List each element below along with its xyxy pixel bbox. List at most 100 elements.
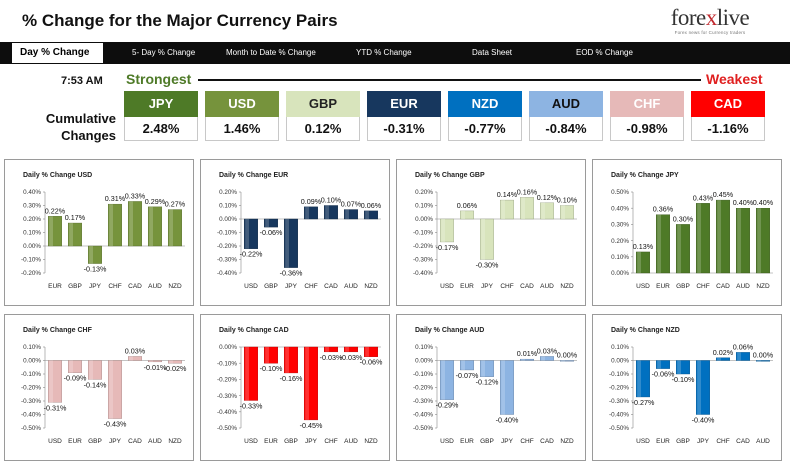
bar-highlight xyxy=(325,347,330,352)
x-category-label: NZD xyxy=(168,438,182,445)
y-tick-label: -0.40% xyxy=(21,412,41,419)
logo-x: x xyxy=(705,5,718,30)
chart-usd: Daily % Change USD 0.40% 0.30% 0.20% 0.10% 0.… xyxy=(21,172,186,290)
y-tick-label: -0.10% xyxy=(21,257,41,264)
bar-highlight xyxy=(285,347,290,373)
bar-highlight xyxy=(285,219,290,268)
chart-aud: Daily % Change AUD 0.10% 0.00% -0.10% -0.20%… xyxy=(413,327,578,445)
y-tick-label: -0.30% xyxy=(217,393,237,400)
strongest-label: Strongest xyxy=(126,71,192,87)
data-label: 0.02% xyxy=(713,348,734,357)
bar-eur xyxy=(656,360,671,369)
data-label: -0.22% xyxy=(240,250,263,259)
x-category-label: JPY xyxy=(697,438,710,445)
data-label: 0.00% xyxy=(557,351,578,360)
y-tick-label: -0.10% xyxy=(609,371,629,378)
x-category-label: GBP xyxy=(264,283,278,290)
bar-highlight xyxy=(737,352,742,361)
bar-highlight xyxy=(129,201,134,246)
data-label: 0.06% xyxy=(361,201,382,210)
y-tick-label: 0.20% xyxy=(23,216,41,223)
data-label: 0.03% xyxy=(125,346,146,355)
tab-month-to-date-change[interactable]: Month to Date % Change xyxy=(226,48,316,57)
chart-title: Daily % Change CHF xyxy=(23,327,93,334)
y-tick-label: -0.20% xyxy=(217,377,237,384)
bar-highlight xyxy=(69,360,74,373)
data-label: -0.06% xyxy=(260,228,283,237)
y-tick-label: -0.30% xyxy=(21,398,41,405)
tab-data-sheet[interactable]: Data Sheet xyxy=(472,48,513,57)
chart-gbp: Daily % Change GBP0.20%0.10%0.00%-0.10%-… xyxy=(413,172,578,290)
bar-aud xyxy=(147,360,162,363)
data-label: -0.40% xyxy=(496,416,519,425)
chart-panel-jpy: Daily % Change JPY 0.50% 0.40% 0.30% 0.20% 0.… xyxy=(592,159,782,306)
y-tick-label: 0.00% xyxy=(219,216,237,223)
y-tick-label: 0.10% xyxy=(23,344,41,351)
x-category-label: JPY xyxy=(481,283,494,290)
y-tick-label: 0.00% xyxy=(23,243,41,250)
x-category-label: GBP xyxy=(676,283,690,290)
data-label: -0.03% xyxy=(340,353,363,362)
data-label: 0.43% xyxy=(693,193,714,202)
bar-highlight xyxy=(677,224,682,273)
tab-5-day-change[interactable]: 5- Day % Change xyxy=(132,48,196,57)
bar-highlight xyxy=(149,360,154,362)
chart-eur: Daily % Change EUR 0.20% 0.10% 0.00% -0.10% -… xyxy=(217,172,382,290)
timestamp: 7:53 AM xyxy=(61,75,103,87)
data-label: 0.17% xyxy=(65,213,86,222)
data-label: -0.03% xyxy=(320,353,343,362)
cumulative-cell-nzd: NZD -0.77% xyxy=(448,91,522,141)
chart-title: Daily % Change GBP xyxy=(415,172,485,179)
x-category-label: GBP xyxy=(284,438,298,445)
chart-panel-nzd: Daily % Change NZD 0.10% 0.00% -0.10% -0.20%… xyxy=(592,314,782,461)
x-category-label: JPY xyxy=(109,438,122,445)
y-tick-label: 0.00% xyxy=(415,358,433,365)
y-tick-label: -0.40% xyxy=(609,412,629,419)
y-tick-label: -0.10% xyxy=(413,230,433,237)
data-label: 0.10% xyxy=(321,196,342,205)
bar-highlight xyxy=(365,210,370,219)
bar-highlight xyxy=(441,360,446,400)
bar-cad xyxy=(539,356,554,361)
y-tick-label: -0.40% xyxy=(217,409,237,416)
tab-ytd-change[interactable]: YTD % Change xyxy=(356,48,412,57)
bar-highlight xyxy=(757,360,762,362)
bar-highlight xyxy=(717,357,722,361)
logo-wordmark: forexlive xyxy=(640,6,780,30)
bar-aud xyxy=(343,346,358,353)
bar-chf xyxy=(323,346,338,353)
cumulative-value: -0.84% xyxy=(529,117,603,141)
chart-title: Daily % Change CAD xyxy=(219,327,289,334)
bar-highlight xyxy=(541,356,546,361)
y-tick-label: 0.40% xyxy=(23,189,41,196)
data-label: 0.33% xyxy=(125,191,146,200)
page-title: % Change for the Major Currency Pairs xyxy=(22,11,338,30)
bar-highlight xyxy=(481,219,486,260)
cumulative-changes-label: Cumulative Changes xyxy=(45,111,116,143)
bar-highlight xyxy=(245,219,250,249)
data-label: 0.36% xyxy=(653,205,674,214)
x-category-label: USD xyxy=(48,438,62,445)
y-tick-label: 0.00% xyxy=(611,358,629,365)
x-category-label: AUD xyxy=(540,283,554,290)
cumulative-cell-aud: AUD -0.84% xyxy=(529,91,603,141)
data-label: -0.30% xyxy=(476,261,499,270)
x-category-label: NZD xyxy=(364,283,378,290)
tab-eod-change[interactable]: EOD % Change xyxy=(576,48,633,57)
chart-title: Daily % Change JPY xyxy=(611,172,679,179)
x-category-label: AUD xyxy=(148,283,162,290)
bar-highlight xyxy=(129,356,134,361)
cumulative-value: -0.98% xyxy=(610,117,684,141)
cumulative-cell-chf: CHF -0.98% xyxy=(610,91,684,141)
x-category-label: JPY xyxy=(285,283,298,290)
data-label: -0.10% xyxy=(260,364,283,373)
tab-day-change[interactable]: Day % Change xyxy=(12,43,104,63)
y-tick-label: -0.30% xyxy=(413,398,433,405)
bar-cad xyxy=(127,356,142,361)
cumulative-cell-usd: USD 1.46% xyxy=(205,91,279,141)
data-label: -0.02% xyxy=(164,364,187,373)
data-label: -0.16% xyxy=(280,374,303,383)
forexlive-logo[interactable]: forexlive Forex news for Currency trader… xyxy=(640,6,780,40)
currency-label: AUD xyxy=(529,91,603,117)
bar-highlight xyxy=(561,360,566,362)
